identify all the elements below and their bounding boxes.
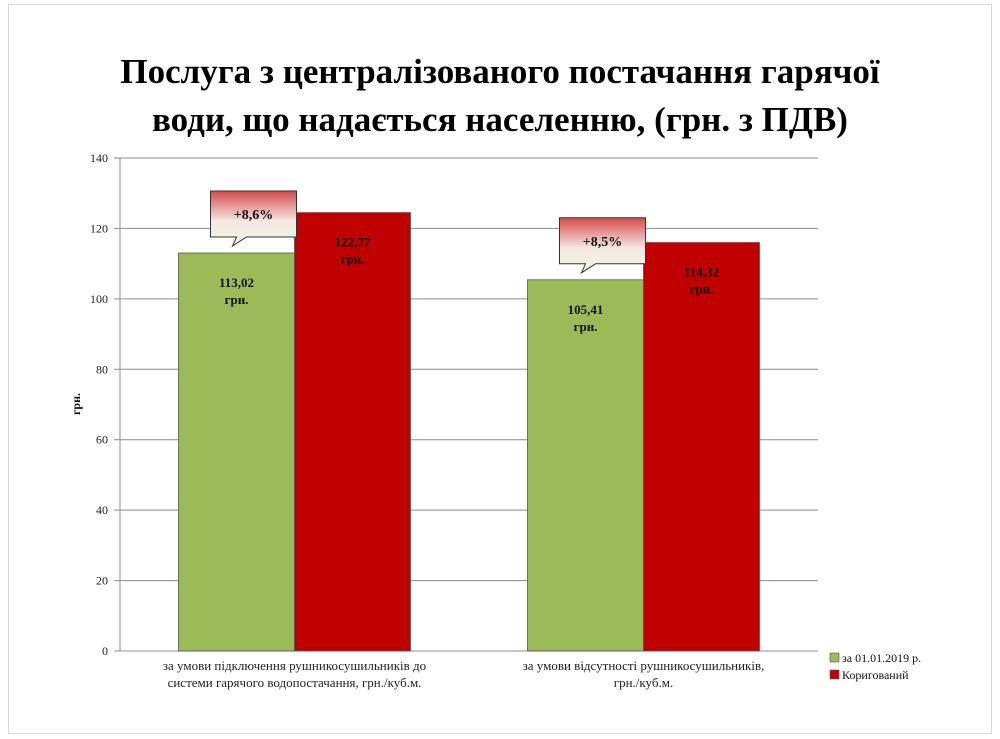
y-tick-label: 0 bbox=[102, 644, 108, 658]
data-label-unit: грн. bbox=[690, 282, 714, 297]
data-label-value: 114,32 bbox=[684, 265, 719, 280]
y-tick-label: 100 bbox=[90, 292, 108, 306]
legend-label: Коригований bbox=[842, 668, 909, 682]
y-tick-label: 120 bbox=[90, 221, 108, 235]
x-category-label: за умови підключення рушникосушильників … bbox=[163, 658, 426, 673]
title-line-2: води, що надається населенню, (грн. з ПД… bbox=[152, 100, 848, 139]
x-category-label: грн./куб.м. bbox=[614, 675, 673, 690]
data-label-unit: грн. bbox=[341, 252, 365, 267]
callout-label: +8,5% bbox=[583, 235, 622, 250]
bar-base bbox=[178, 252, 295, 652]
bar-base bbox=[527, 279, 644, 652]
y-tick-label: 80 bbox=[96, 362, 108, 376]
y-tick-label: 20 bbox=[96, 574, 108, 588]
y-axis-label: грн. bbox=[69, 393, 83, 415]
bar-adjusted bbox=[643, 242, 760, 652]
y-tick-label: 140 bbox=[90, 151, 108, 165]
callout-box bbox=[210, 190, 297, 248]
data-label-value: 122,77 bbox=[335, 235, 371, 250]
legend-label: за 01.01.2019 р. bbox=[842, 651, 921, 665]
y-tick-label: 60 bbox=[96, 433, 108, 447]
bar-adjusted bbox=[294, 212, 411, 652]
data-label-value: 105,41 bbox=[568, 302, 604, 317]
callout-label: +8,6% bbox=[234, 208, 273, 223]
chart-title: Послуга з централізованого постачання га… bbox=[0, 48, 1000, 144]
x-category-label: системи гарячого водопостачання, грн./ку… bbox=[168, 675, 422, 690]
data-label-value: 113,02 bbox=[219, 275, 254, 290]
slide-frame bbox=[8, 4, 992, 734]
y-tick-label: 40 bbox=[96, 503, 108, 517]
data-label-unit: грн. bbox=[225, 292, 249, 307]
x-category-label: за умови відсутності рушникосушильників, bbox=[523, 658, 765, 673]
data-label-unit: грн. bbox=[574, 319, 598, 334]
callout-box bbox=[559, 217, 646, 275]
legend-swatch bbox=[829, 669, 840, 680]
title-line-1: Послуга з централізованого постачання га… bbox=[120, 52, 880, 91]
legend-swatch bbox=[829, 652, 840, 663]
